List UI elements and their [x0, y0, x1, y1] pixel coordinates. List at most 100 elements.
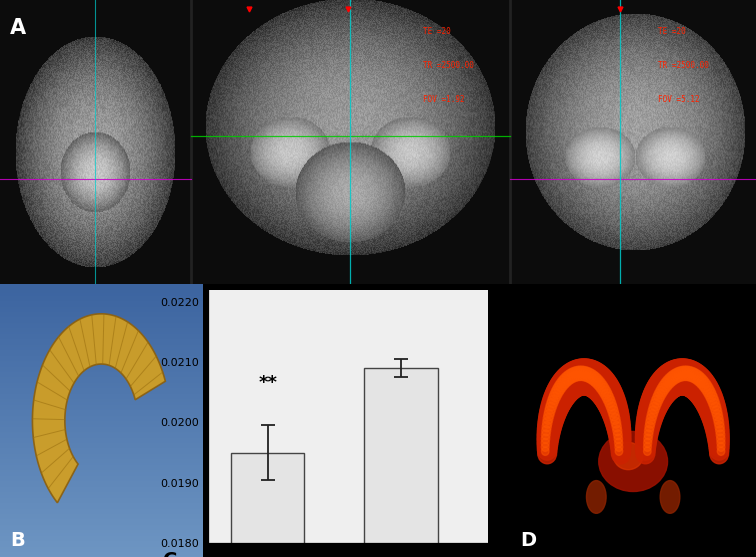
- Circle shape: [649, 402, 659, 414]
- Text: **: **: [259, 374, 277, 392]
- Circle shape: [598, 383, 610, 397]
- Circle shape: [640, 393, 666, 423]
- Circle shape: [560, 373, 573, 387]
- Circle shape: [588, 372, 618, 405]
- Ellipse shape: [660, 481, 680, 514]
- Circle shape: [659, 360, 692, 396]
- Text: TR =2500.00: TR =2500.00: [423, 61, 474, 70]
- Circle shape: [541, 447, 549, 456]
- Circle shape: [545, 380, 575, 412]
- Circle shape: [643, 443, 652, 451]
- Circle shape: [593, 380, 623, 412]
- Circle shape: [705, 389, 717, 402]
- Circle shape: [716, 430, 725, 439]
- Circle shape: [650, 399, 661, 411]
- Text: A: A: [10, 18, 26, 38]
- Circle shape: [607, 402, 618, 414]
- Bar: [364, 368, 438, 557]
- Circle shape: [545, 402, 556, 414]
- Circle shape: [573, 366, 586, 380]
- Circle shape: [649, 369, 680, 403]
- Circle shape: [593, 376, 605, 390]
- Circle shape: [692, 380, 721, 412]
- Circle shape: [665, 359, 698, 395]
- Circle shape: [711, 402, 721, 414]
- Circle shape: [615, 438, 623, 447]
- Circle shape: [611, 418, 621, 428]
- Circle shape: [538, 434, 557, 457]
- Circle shape: [692, 371, 705, 385]
- Circle shape: [651, 395, 662, 408]
- Circle shape: [596, 383, 624, 414]
- Circle shape: [606, 408, 630, 436]
- Circle shape: [556, 364, 587, 399]
- Circle shape: [538, 438, 557, 460]
- Text: TE =20: TE =20: [658, 27, 686, 36]
- Circle shape: [583, 365, 614, 400]
- Circle shape: [584, 367, 615, 402]
- Circle shape: [662, 376, 674, 390]
- Circle shape: [708, 395, 719, 408]
- Circle shape: [717, 434, 725, 443]
- Circle shape: [541, 434, 550, 443]
- Circle shape: [561, 360, 593, 396]
- Circle shape: [704, 386, 715, 399]
- Circle shape: [690, 377, 720, 409]
- Text: C: C: [163, 551, 178, 557]
- Circle shape: [538, 412, 562, 439]
- Circle shape: [643, 383, 671, 414]
- Circle shape: [559, 374, 571, 388]
- Circle shape: [697, 376, 709, 390]
- Circle shape: [638, 397, 665, 426]
- Circle shape: [688, 368, 701, 383]
- Circle shape: [611, 438, 631, 460]
- Circle shape: [573, 360, 605, 395]
- Circle shape: [643, 447, 651, 456]
- Circle shape: [671, 368, 683, 383]
- Circle shape: [606, 412, 631, 439]
- Circle shape: [542, 389, 569, 420]
- Circle shape: [696, 386, 723, 417]
- Circle shape: [637, 408, 661, 436]
- Circle shape: [609, 409, 619, 421]
- Circle shape: [637, 400, 664, 429]
- Circle shape: [608, 406, 618, 417]
- Circle shape: [551, 369, 581, 403]
- Circle shape: [654, 364, 686, 399]
- Text: FOV =1.92: FOV =1.92: [423, 95, 465, 104]
- Circle shape: [707, 421, 729, 446]
- Circle shape: [554, 381, 565, 394]
- Circle shape: [644, 426, 653, 436]
- Circle shape: [700, 397, 727, 426]
- Circle shape: [612, 443, 631, 464]
- Circle shape: [689, 369, 702, 384]
- Circle shape: [717, 438, 725, 447]
- Circle shape: [565, 359, 597, 395]
- Circle shape: [663, 359, 696, 395]
- Circle shape: [655, 363, 687, 398]
- Circle shape: [594, 378, 606, 392]
- Circle shape: [543, 413, 553, 424]
- Circle shape: [645, 422, 654, 432]
- Circle shape: [662, 360, 693, 395]
- Circle shape: [689, 374, 718, 407]
- Circle shape: [635, 429, 656, 453]
- Circle shape: [607, 417, 631, 442]
- Circle shape: [654, 389, 665, 402]
- Circle shape: [648, 372, 678, 405]
- Circle shape: [563, 360, 595, 395]
- Circle shape: [641, 386, 669, 417]
- Circle shape: [675, 361, 707, 397]
- Circle shape: [717, 447, 725, 456]
- Circle shape: [709, 434, 729, 457]
- Circle shape: [694, 383, 722, 414]
- Circle shape: [707, 392, 717, 404]
- Circle shape: [597, 386, 625, 417]
- Circle shape: [577, 361, 609, 397]
- Circle shape: [568, 368, 581, 382]
- Circle shape: [548, 374, 578, 407]
- Circle shape: [541, 438, 550, 447]
- Circle shape: [699, 378, 711, 392]
- Circle shape: [544, 406, 555, 417]
- Circle shape: [541, 393, 568, 423]
